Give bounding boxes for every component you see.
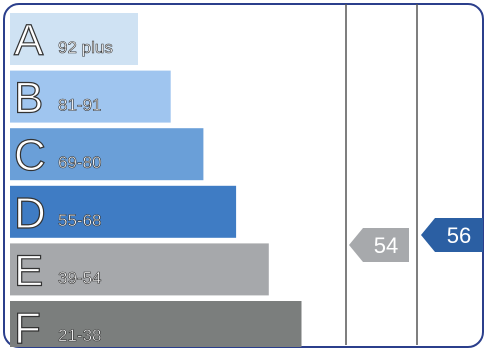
rating-bar-f: [10, 301, 302, 347]
rating-letter-f: F: [14, 304, 41, 347]
rating-band-c: C 69-80: [10, 128, 204, 181]
rating-range-a: 92 plus: [58, 38, 113, 57]
rating-letter-d: D: [14, 189, 46, 238]
rating-letter-e: E: [14, 246, 43, 295]
rating-letter-b: B: [14, 74, 43, 123]
rating-band-a: A 92 plus: [10, 13, 138, 66]
rating-bar-b: [10, 70, 171, 123]
rating-bar-c: [10, 128, 204, 181]
rating-marker-1: 54: [349, 228, 409, 262]
rating-range-e: 39-54: [58, 268, 101, 287]
rating-marker-value-1: 54: [374, 233, 398, 258]
rating-band-e: E 39-54: [10, 243, 269, 296]
rating-marker-2: 56: [421, 218, 483, 252]
rating-range-f: 21-38: [58, 326, 101, 345]
rating-bar-e: [10, 243, 269, 296]
rating-band-f: F 21-38: [10, 301, 302, 347]
rating-bar-a: [10, 13, 138, 65]
rating-band-b: B 81-91: [10, 70, 171, 123]
rating-bar-d: [10, 185, 237, 238]
rating-marker-arrow-2: [421, 218, 483, 252]
rating-marker-arrow-1: [349, 228, 409, 262]
rating-letter-a: A: [14, 16, 44, 65]
rating-band-d: D 55-68: [10, 185, 237, 238]
rating-letter-c: C: [14, 131, 46, 180]
rating-range-d: 55-68: [58, 211, 101, 230]
rating-range-c: 69-80: [58, 153, 101, 172]
rating-range-b: 81-91: [58, 96, 101, 115]
rating-marker-value-2: 56: [447, 223, 471, 248]
